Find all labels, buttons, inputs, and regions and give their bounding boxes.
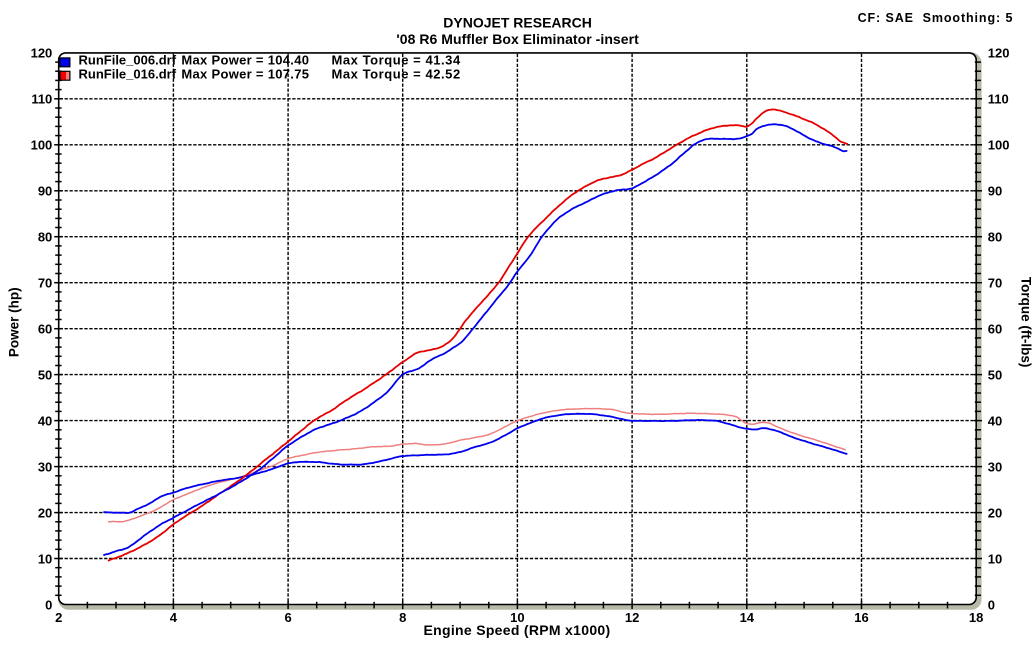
svg-text:Max Power = 107.75: Max Power = 107.75 [181,67,309,82]
svg-text:50: 50 [38,367,52,382]
svg-text:12: 12 [625,610,639,625]
svg-text:Engine Speed (RPM x1000): Engine Speed (RPM x1000) [424,622,611,638]
svg-text:120: 120 [988,46,1010,61]
svg-text:70: 70 [38,276,52,291]
svg-text:80: 80 [988,230,1002,245]
svg-text:100: 100 [988,138,1010,153]
svg-text:90: 90 [988,184,1002,199]
svg-text:80: 80 [38,230,52,245]
svg-text:0: 0 [988,597,995,612]
svg-text:40: 40 [38,413,52,428]
svg-text:6: 6 [284,610,291,625]
svg-text:16: 16 [854,610,868,625]
svg-text:RunFile_016.drf: RunFile_016.drf [79,67,177,82]
svg-text:8: 8 [399,610,406,625]
svg-text:120: 120 [31,46,53,61]
svg-text:'08 R6 Muffler Box Eliminator: '08 R6 Muffler Box Eliminator -insert [396,31,639,47]
svg-text:DYNOJET RESEARCH: DYNOJET RESEARCH [443,14,592,30]
svg-text:Max Torque = 41.34: Max Torque = 41.34 [332,53,461,68]
svg-text:CF: SAE Smoothing: 5: CF: SAE Smoothing: 5 [858,11,1014,25]
svg-text:18: 18 [969,610,983,625]
svg-text:2: 2 [55,610,62,625]
svg-text:30: 30 [988,459,1002,474]
svg-text:Power (hp): Power (hp) [7,287,22,357]
svg-text:100: 100 [31,138,53,153]
svg-text:110: 110 [988,92,1009,107]
svg-text:4: 4 [170,610,178,625]
svg-text:60: 60 [38,322,52,337]
svg-text:Max Torque = 42.52: Max Torque = 42.52 [332,67,461,82]
svg-text:30: 30 [38,459,52,474]
svg-text:50: 50 [988,367,1002,382]
svg-text:10: 10 [510,610,524,625]
svg-text:10: 10 [38,551,52,566]
svg-text:20: 20 [988,505,1002,520]
svg-text:Max Power = 104.40: Max Power = 104.40 [181,53,309,68]
svg-text:60: 60 [988,322,1002,337]
svg-text:40: 40 [988,413,1002,428]
svg-text:110: 110 [31,92,52,107]
svg-text:90: 90 [38,184,52,199]
svg-text:14: 14 [740,610,755,625]
svg-text:70: 70 [988,276,1002,291]
svg-text:20: 20 [38,505,52,520]
svg-text:RunFile_006.drf: RunFile_006.drf [79,53,177,68]
svg-text:10: 10 [988,551,1002,566]
svg-text:Torque (ft-lbs): Torque (ft-lbs) [1019,277,1034,367]
svg-text:0: 0 [45,597,52,612]
